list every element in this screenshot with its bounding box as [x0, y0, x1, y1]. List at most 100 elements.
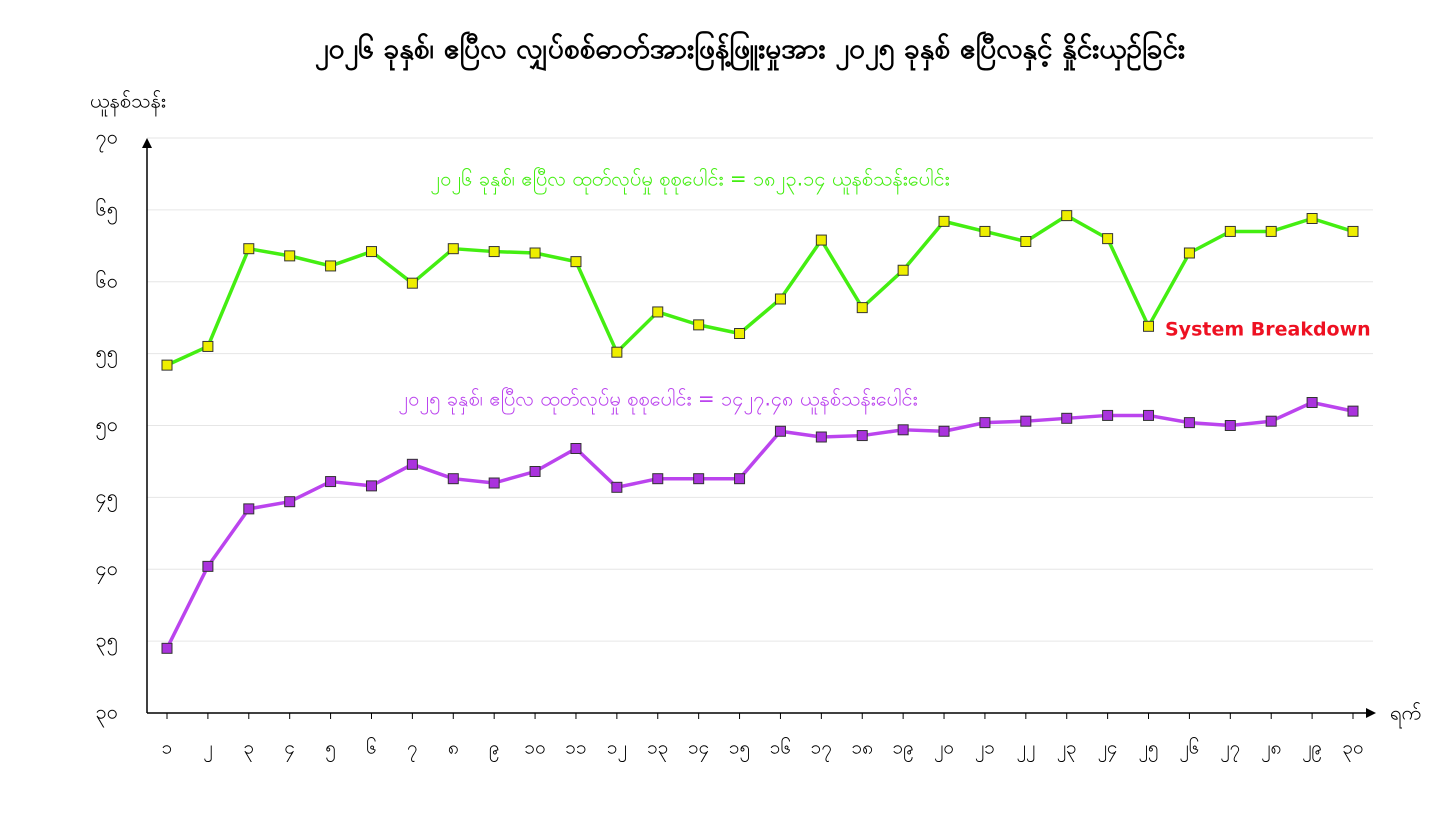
- y-tick-label: ၅၀: [96, 412, 119, 440]
- data-point: [1020, 415, 1032, 427]
- data-point: [365, 246, 377, 258]
- data-point: [652, 473, 664, 485]
- x-tick-label: ၄: [284, 737, 295, 763]
- x-tick-label: ၅: [325, 737, 336, 763]
- chart-title: ၂၀၂၆ ခုနှစ်၊ ဧပြီလ လျှပ်စစ်ဓာတ်အားဖြန့်ဖ…: [315, 30, 1185, 72]
- x-tick-label: ၂၆: [1179, 736, 1199, 763]
- data-point: [1102, 233, 1114, 245]
- data-point: [1143, 409, 1155, 421]
- data-point: [365, 480, 377, 492]
- data-point: [1061, 210, 1073, 222]
- data-point: [734, 473, 746, 485]
- x-tick-label: ၁၁: [565, 737, 586, 759]
- y-axis-arrow: [142, 138, 152, 148]
- x-tick-label: ၃၀: [1342, 737, 1363, 763]
- x-tick-label: ၂၇: [1220, 737, 1240, 763]
- x-tick-label: ၁၂: [607, 737, 627, 763]
- x-tick-label: ၂၄: [1098, 737, 1118, 763]
- data-point: [1265, 415, 1277, 427]
- x-tick-label: ၂: [203, 737, 212, 763]
- data-point: [1102, 409, 1114, 421]
- x-tick-label: ၂၉: [1302, 737, 1322, 763]
- data-point: [325, 476, 337, 488]
- data-point: [488, 246, 500, 258]
- x-tick-label: ၁: [162, 737, 173, 759]
- x-tick-label: ၁၉: [892, 737, 913, 763]
- y-tick-label: ၄၅: [96, 484, 119, 512]
- data-point: [1347, 225, 1359, 237]
- data-point: [284, 250, 296, 262]
- data-point: [243, 503, 255, 515]
- data-point: [856, 430, 868, 442]
- y-tick-label: ၄၀: [96, 556, 119, 584]
- x-tick-label: ၈: [448, 737, 459, 759]
- data-point: [529, 466, 541, 477]
- data-point: [570, 443, 582, 454]
- data-point: [652, 306, 664, 318]
- series-line: [165, 400, 1354, 650]
- data-point: [815, 234, 827, 246]
- data-point: [938, 425, 950, 437]
- data-point: [325, 260, 337, 272]
- data-point: [1020, 236, 1032, 247]
- annotation: ၂၀၂၆ ခုနှစ်၊ ဧပြီလ ထုတ်လုပ်မှု စုစုပေါင်…: [430, 167, 949, 195]
- x-tick-label: ၁၀: [524, 737, 545, 759]
- data-point: [979, 417, 991, 429]
- data-point: [611, 481, 623, 493]
- data-point: [406, 458, 418, 470]
- x-tick-label: ၁၇: [811, 737, 832, 763]
- data-point: [243, 243, 255, 255]
- data-point: [815, 431, 827, 443]
- x-tick-label: ၂၃: [1057, 737, 1077, 763]
- data-point: [774, 293, 786, 305]
- data-point: [202, 340, 214, 352]
- data-point: [897, 264, 909, 276]
- y-tick-label: ၆၅: [96, 196, 119, 224]
- data-point: [488, 477, 500, 489]
- x-tick-label: ၆: [366, 736, 377, 759]
- x-tick-label: ၁၅: [729, 737, 750, 763]
- data-point: [202, 560, 214, 572]
- x-axis-arrow: [1366, 708, 1376, 718]
- data-point: [774, 425, 786, 437]
- x-axis-label: ရက်: [1390, 701, 1421, 729]
- series-line: [166, 213, 1354, 367]
- x-tick-label: ၂၁: [975, 737, 995, 763]
- x-tick-label: ၂၂: [1016, 737, 1035, 763]
- x-tick-label: ၂၅: [1139, 737, 1159, 763]
- data-point: [693, 319, 705, 331]
- data-point: [1061, 412, 1073, 424]
- x-tick-label: ၇: [407, 737, 418, 763]
- data-point: [1183, 247, 1195, 259]
- y-tick-label: ၆၀: [96, 268, 119, 292]
- data-point: [1306, 397, 1318, 408]
- x-tick-label: ၁၈: [851, 737, 873, 759]
- data-point: [1265, 225, 1277, 237]
- y-tick-label: ၃၅: [96, 628, 119, 656]
- x-tick-label: ၂၈: [1261, 737, 1281, 763]
- y-axis-label: ယူနစ်သန်း: [90, 89, 166, 117]
- data-point: [570, 256, 582, 268]
- x-tick-label: ၉: [489, 737, 500, 763]
- x-tick-label: ၃: [243, 737, 254, 763]
- data-point: [406, 277, 418, 289]
- data-point: [1347, 405, 1359, 417]
- data-point: [1183, 417, 1195, 429]
- data-point: [856, 302, 868, 314]
- data-point: [897, 424, 909, 436]
- y-tick-label: ၅၅: [96, 340, 119, 368]
- annotation: ၂၀၂၅ ခုနှစ်၊ ဧပြီလ ထုတ်လုပ်မှု စုစုပေါင်…: [398, 387, 917, 415]
- y-tick-label: ၃၀: [96, 700, 119, 728]
- data-point: [161, 359, 173, 371]
- data-point: [938, 215, 950, 227]
- data-point: [447, 243, 459, 255]
- data-point: [284, 496, 296, 508]
- x-tick-label: ၂၀: [934, 737, 954, 763]
- x-tick-label: ၁၃: [647, 737, 668, 763]
- data-point: [693, 473, 705, 485]
- data-point: [734, 328, 746, 339]
- data-point: [447, 473, 459, 485]
- annotation: System Breakdown: [1165, 319, 1371, 341]
